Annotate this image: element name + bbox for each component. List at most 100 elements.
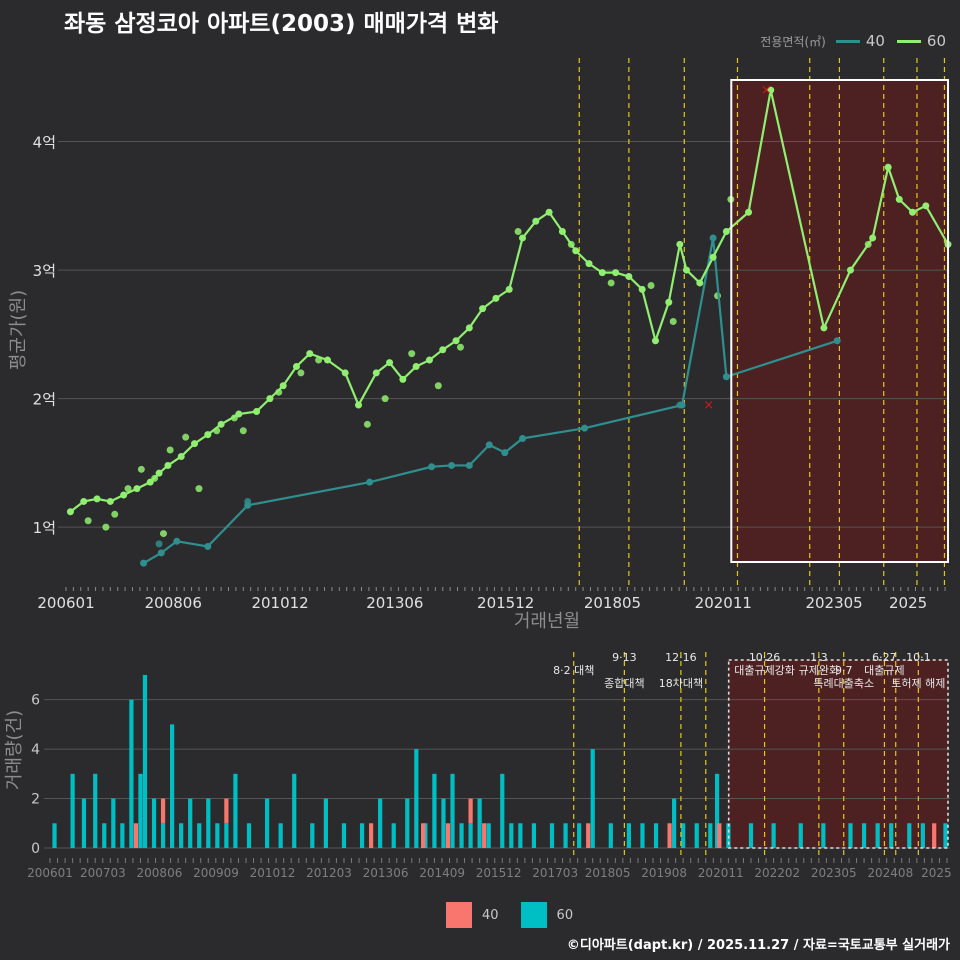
policy-annotation: 9·13 (612, 651, 637, 664)
policy-annotation: 9·7 (835, 664, 853, 677)
bar-60 (626, 823, 631, 848)
scatter-point-60 (647, 282, 655, 290)
series-point-60 (722, 228, 730, 236)
bar-40 (667, 823, 672, 848)
y-tick-label: 4억 (33, 134, 56, 152)
bar-60 (608, 823, 613, 848)
bar-legend-label-60: 60 (556, 907, 574, 923)
legend-swatch-60 (896, 39, 921, 43)
x-tick-label: 202305 (805, 594, 862, 612)
bar-40 (932, 823, 937, 848)
series-point-60 (66, 508, 74, 516)
chart-title: 좌동 삼정코아 아파트(2003) 매매가격 변화 (64, 11, 499, 37)
series-point-60 (452, 337, 460, 345)
series-point-60 (465, 324, 473, 332)
bar-60 (681, 823, 686, 848)
bar-60 (378, 798, 383, 848)
scatter-point-60 (514, 228, 522, 236)
bar-60 (264, 798, 270, 848)
bar-60 (179, 823, 184, 848)
series-point-60 (217, 420, 225, 428)
policy-annotation: 10·26 (749, 651, 781, 664)
series-point-60 (558, 228, 566, 236)
bar-60 (771, 823, 776, 848)
bar-40 (445, 823, 451, 848)
series-point-40 (501, 449, 509, 457)
bar-60 (359, 823, 365, 848)
bar-y-tick-label: 6 (31, 693, 40, 709)
bar-60 (441, 798, 446, 848)
series-point-60 (323, 356, 331, 364)
series-point-60 (235, 410, 243, 418)
bar-60 (278, 823, 283, 848)
bar-40 (468, 798, 473, 824)
series-point-60 (519, 234, 527, 242)
y-tick-label: 3억 (33, 262, 56, 280)
series-point-60 (545, 208, 553, 216)
scatter-point-60 (669, 318, 677, 325)
series-point-60 (895, 195, 903, 203)
bar-legend-label-40: 40 (482, 907, 499, 923)
scatter-point-60 (239, 427, 247, 435)
bar-40 (717, 823, 722, 848)
x-tick-label: 200601 (37, 594, 94, 612)
bar-60 (292, 773, 297, 848)
bar-60 (52, 823, 57, 848)
bar-x-tick-label: 201908 (641, 866, 687, 880)
x-tick-label: 202011 (695, 594, 752, 612)
bar-60 (341, 823, 347, 848)
x-tick-label: 201012 (251, 594, 308, 612)
bar-60 (920, 823, 925, 848)
bar-x-tick-label: 2025 (921, 866, 952, 880)
series-point-60 (164, 461, 172, 469)
y-axis-title: 평균가(원) (8, 290, 29, 370)
bar-highlight-frame (727, 659, 949, 849)
bar-40 (224, 798, 229, 824)
bar-x-tick-label: 200909 (193, 866, 239, 880)
bar-60 (233, 773, 238, 848)
policy-annotation: 18차대책 (659, 677, 703, 690)
bar-60 (188, 798, 193, 848)
scatter-point-60 (297, 369, 305, 377)
policy-annotation: 특례대출축소 (813, 677, 874, 690)
scatter-point-60 (456, 343, 464, 351)
scatter-point-60 (102, 523, 110, 531)
bar-60 (405, 798, 410, 848)
series-point-40 (157, 549, 165, 557)
series-point-60 (133, 485, 141, 493)
bar-x-tick-label: 200703 (80, 866, 126, 880)
series-point-60 (106, 497, 114, 505)
bar-60 (577, 823, 582, 848)
series-point-60 (505, 285, 513, 293)
series-point-60 (709, 253, 717, 261)
bar-y-tick-label: 0 (31, 841, 40, 857)
scatter-point-60 (160, 530, 168, 538)
bar-y-tick-label: 4 (31, 742, 40, 758)
bar-60 (875, 823, 880, 848)
series-point-60 (146, 478, 154, 486)
scatter-point-60 (408, 350, 416, 358)
series-point-40 (448, 461, 456, 469)
series-point-40 (519, 434, 527, 442)
bar-60 (748, 823, 754, 848)
series-point-60 (386, 359, 394, 367)
series-point-40 (833, 337, 841, 345)
policy-annotation: 대출규제강화 (734, 664, 795, 677)
policy-annotation: 규제완화 (799, 664, 839, 677)
series-point-60 (884, 163, 892, 171)
bar-40 (482, 823, 487, 848)
series-point-60 (412, 362, 420, 370)
policy-annotation: 12·16 (665, 651, 697, 664)
series-point-60 (177, 452, 185, 460)
x-tick-label: 201306 (366, 594, 423, 612)
bar-60 (323, 798, 328, 848)
series-point-40 (140, 559, 148, 567)
bar-60 (500, 773, 505, 848)
cancelled-mark: × (703, 398, 714, 413)
bar-60 (889, 823, 894, 848)
series-point-60 (439, 346, 447, 354)
bar-60 (93, 773, 98, 848)
bar-60 (708, 823, 713, 848)
